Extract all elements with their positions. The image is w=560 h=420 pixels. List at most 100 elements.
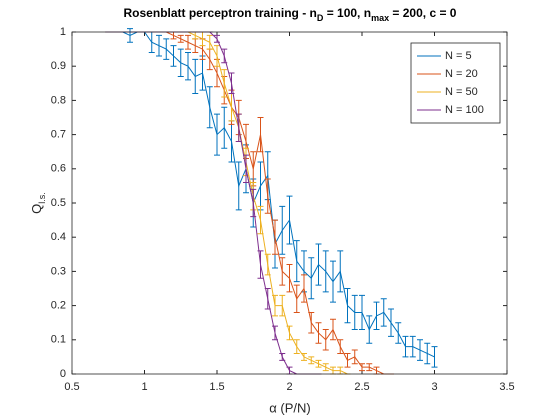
error-bar [264, 178, 271, 214]
error-bar [315, 359, 322, 368]
error-bar [206, 34, 213, 50]
error-bar [344, 352, 351, 368]
error-bar [192, 58, 199, 95]
error-bar [409, 335, 416, 358]
error-bar [264, 253, 271, 276]
axes-box [71, 31, 508, 375]
error-bar [264, 288, 271, 310]
error-bar [257, 205, 264, 235]
error-bar [330, 260, 336, 303]
error-bar [293, 339, 300, 354]
error-bar [322, 250, 329, 293]
error-bar [424, 342, 431, 365]
ylabel-part: Q [29, 204, 44, 214]
x-tick-label: 3.5 [499, 381, 514, 393]
error-bar [257, 250, 264, 279]
y-tick-label: 0.1 [51, 334, 66, 346]
y-tick-label: 0.5 [51, 197, 66, 209]
error-bar [417, 339, 423, 361]
x-tick-label: 1.5 [209, 381, 224, 393]
x-tick-label: 0.5 [64, 381, 79, 393]
error-bar [257, 117, 264, 153]
title-sub: D [317, 13, 324, 23]
error-bar [250, 188, 257, 218]
error-bar [286, 325, 293, 341]
legend-label: N = 20 [445, 68, 478, 80]
error-bar [431, 346, 438, 368]
y-tick-label: 0.2 [51, 300, 66, 312]
error-bar [315, 322, 322, 344]
error-bar [337, 339, 344, 354]
error-bar [235, 113, 242, 142]
x-tick-label: 1 [141, 381, 147, 393]
error-bar [366, 363, 373, 372]
error-bar [388, 308, 394, 337]
x-tick-label: 2 [286, 381, 292, 393]
error-bar [359, 294, 365, 331]
error-bar [402, 335, 409, 358]
error-bar [344, 288, 351, 324]
error-bar [279, 294, 286, 317]
error-bar [177, 48, 184, 77]
error-bar [301, 274, 307, 303]
error-bar [337, 250, 344, 293]
error-bar [315, 243, 322, 286]
error-bar [279, 352, 286, 361]
y-tick-label: 0.9 [51, 60, 66, 72]
legend-label: N = 100 [445, 104, 484, 116]
chart-title: Rosenblatt perceptron training - nD = 10… [124, 6, 457, 23]
error-bar [235, 161, 242, 211]
error-bar [279, 257, 286, 286]
title-part: = 200, c = 0 [389, 6, 457, 20]
series-line [108, 31, 435, 358]
error-bar [185, 34, 191, 50]
error-bar [272, 325, 278, 341]
error-bar [286, 195, 293, 245]
legend-label: N = 5 [445, 50, 472, 62]
error-bar [177, 34, 184, 43]
x-axis-label: α (P/N) [269, 400, 310, 415]
error-bar [286, 264, 293, 293]
error-bar [330, 318, 336, 341]
error-bar [214, 113, 220, 156]
error-bar [243, 154, 249, 183]
x-tick-label: 3 [431, 381, 437, 393]
error-bar [395, 322, 402, 344]
error-bar [308, 257, 315, 300]
error-bar [351, 349, 358, 365]
error-bar [156, 34, 162, 57]
error-bar [293, 284, 300, 313]
error-bar [221, 48, 228, 64]
y-tick-label: 1 [60, 26, 66, 38]
y-tick-label: 0.8 [51, 94, 66, 106]
x-tick-label: 2.5 [354, 381, 369, 393]
error-bar [351, 294, 358, 331]
error-bar [373, 301, 380, 331]
error-bar [322, 363, 329, 372]
y-tick-label: 0.4 [51, 231, 66, 243]
error-bar [301, 352, 307, 361]
error-bar [163, 38, 170, 60]
error-bar [221, 69, 228, 98]
error-bar [206, 86, 213, 129]
error-bar [366, 315, 373, 344]
error-bar [228, 72, 235, 95]
legend-label: N = 50 [445, 86, 478, 98]
error-bar [272, 294, 278, 317]
error-bar [380, 298, 387, 327]
title-part: = 100, n [323, 6, 371, 20]
error-bar [322, 329, 329, 351]
y-tick-label: 0 [60, 368, 66, 380]
error-bar [308, 311, 315, 334]
error-bar [214, 34, 220, 43]
error-bar [185, 52, 191, 81]
error-bar [308, 356, 315, 365]
y-tick-label: 0.7 [51, 129, 66, 141]
error-bar [170, 45, 177, 67]
title-part: Rosenblatt perceptron training - n [124, 6, 317, 20]
error-bar [214, 45, 220, 67]
error-bar [359, 363, 365, 372]
title-sub: max [371, 13, 389, 23]
